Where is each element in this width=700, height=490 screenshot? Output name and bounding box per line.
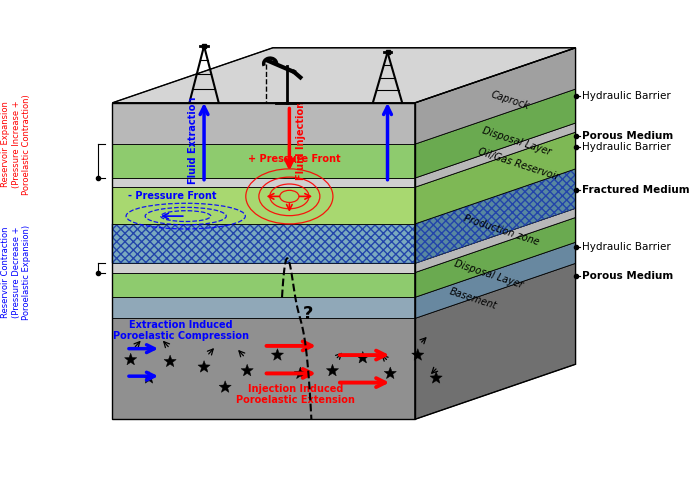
Polygon shape [241, 364, 253, 376]
Text: - Pressure Front: - Pressure Front [127, 192, 216, 201]
Polygon shape [125, 353, 136, 365]
Polygon shape [412, 349, 424, 360]
Polygon shape [415, 48, 575, 144]
Text: Fluid Injection: Fluid Injection [296, 101, 307, 180]
Polygon shape [112, 297, 415, 318]
Polygon shape [112, 178, 415, 187]
Polygon shape [112, 272, 415, 297]
Polygon shape [415, 123, 575, 187]
Polygon shape [112, 187, 415, 224]
Text: Porous Medium: Porous Medium [582, 131, 673, 141]
Text: Fluid Extraction: Fluid Extraction [188, 97, 198, 184]
Polygon shape [112, 48, 575, 103]
Polygon shape [326, 364, 339, 376]
Polygon shape [164, 355, 176, 367]
Polygon shape [430, 371, 442, 383]
Polygon shape [415, 89, 575, 178]
Polygon shape [294, 367, 307, 379]
Polygon shape [219, 381, 231, 392]
Polygon shape [415, 263, 575, 419]
Polygon shape [415, 208, 575, 272]
Text: Fractured Medium: Fractured Medium [582, 185, 690, 195]
Polygon shape [112, 144, 415, 178]
Polygon shape [415, 132, 575, 224]
Text: Extraction Induced
Poroelastic Compression: Extraction Induced Poroelastic Compressi… [113, 319, 249, 341]
Text: Caprock: Caprock [490, 89, 531, 111]
Polygon shape [198, 361, 210, 372]
Polygon shape [112, 103, 415, 144]
Polygon shape [112, 318, 415, 419]
Polygon shape [415, 242, 575, 318]
Polygon shape [112, 263, 415, 272]
Text: Basement: Basement [448, 287, 498, 312]
Polygon shape [112, 224, 415, 263]
Text: Disposal Layer: Disposal Layer [482, 125, 552, 157]
Polygon shape [143, 371, 155, 383]
Text: Hydraulic Barrier: Hydraulic Barrier [582, 142, 671, 152]
Polygon shape [384, 367, 396, 379]
Text: + Pressure Front: + Pressure Front [248, 154, 340, 164]
Polygon shape [415, 218, 575, 297]
Text: Disposal Layer: Disposal Layer [453, 259, 524, 290]
Text: Oil/Gas Reservoir: Oil/Gas Reservoir [477, 147, 560, 182]
Text: Reservoir Expansion
(Pressure Increase +
Poroelastic Contraction): Reservoir Expansion (Pressure Increase +… [1, 94, 31, 195]
Text: Injection Induced
Poroelastic Extension: Injection Induced Poroelastic Extension [237, 384, 355, 405]
Text: Reservoir Contraction
(Pressure Decrease +
Poroelastic Expansion): Reservoir Contraction (Pressure Decrease… [1, 225, 31, 320]
Polygon shape [272, 349, 284, 360]
Text: Hydraulic Barrier: Hydraulic Barrier [582, 91, 671, 101]
Text: Production zone: Production zone [463, 213, 540, 247]
Text: Porous Medium: Porous Medium [582, 271, 673, 281]
Text: Hydraulic Barrier: Hydraulic Barrier [582, 242, 671, 252]
Polygon shape [356, 351, 369, 363]
Polygon shape [415, 169, 575, 263]
Text: ?: ? [302, 305, 313, 323]
